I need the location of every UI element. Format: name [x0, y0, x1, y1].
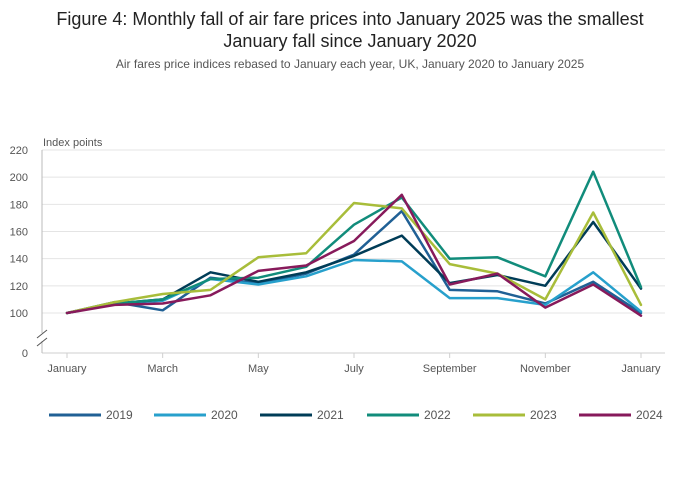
y-tick-label-160: 160	[10, 227, 28, 239]
series-line-2023	[65, 201, 643, 315]
y-tick-label-200: 200	[10, 172, 28, 184]
series-line-2024	[65, 193, 643, 317]
axis-break-mark-lower	[36, 337, 48, 347]
x-tick-label-3: July	[344, 363, 364, 375]
series-line-2020	[65, 258, 643, 315]
y-tick-label-220: 220	[10, 145, 28, 157]
y-tick-label-120: 120	[10, 281, 28, 293]
chart-subtitle: Air fares price indices rebased to Janua…	[115, 57, 585, 71]
legend-label-2024: 2024	[636, 408, 663, 422]
x-tick-label-0: January	[47, 363, 87, 375]
chart-title: Figure 4: Monthly fall of air fare price…	[0, 8, 700, 52]
chart-title-line2: January fall since January 2020	[223, 31, 477, 51]
legend-label-2019: 2019	[106, 408, 133, 422]
legend-label-2020: 2020	[211, 408, 238, 422]
chart-title-line1: Figure 4: Monthly fall of air fare price…	[56, 9, 644, 29]
y-tick-label-100: 100	[10, 308, 28, 320]
x-tick-label-1: March	[147, 363, 178, 375]
legend-label-2021: 2021	[317, 408, 344, 422]
legend-label-2023: 2023	[530, 408, 557, 422]
y-tick-label-0: 0	[22, 348, 28, 360]
series-line-2022	[65, 170, 643, 315]
x-tick-label-2: May	[248, 363, 269, 375]
axis-break-mark-upper	[36, 329, 48, 339]
y-tick-label-140: 140	[10, 254, 28, 266]
x-tick-label-4: September	[423, 363, 477, 375]
y-tick-label-180: 180	[10, 199, 28, 211]
legend-label-2022: 2022	[424, 408, 451, 422]
x-tick-label-6: January	[621, 363, 661, 375]
x-tick-label-5: November	[520, 363, 571, 375]
y-axis-label: Index points	[43, 137, 103, 149]
